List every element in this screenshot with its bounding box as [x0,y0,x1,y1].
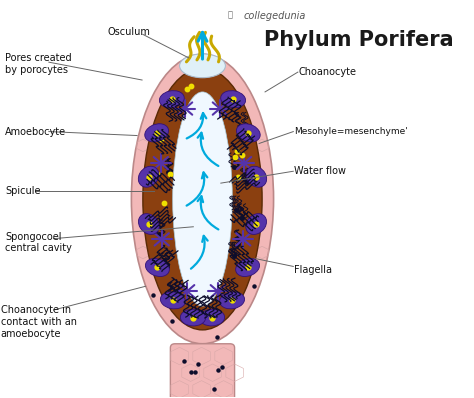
Ellipse shape [219,292,245,309]
Ellipse shape [180,54,226,78]
Text: Mesohyle=mesenchyme': Mesohyle=mesenchyme' [294,127,408,136]
Ellipse shape [236,258,260,277]
Ellipse shape [138,214,159,234]
Ellipse shape [173,92,232,306]
Ellipse shape [237,124,260,142]
Ellipse shape [160,292,185,309]
Text: Spongocoel
central cavity: Spongocoel central cavity [5,232,72,254]
Ellipse shape [145,124,169,142]
Text: Choanocyte in
contact with an
amoebocyte: Choanocyte in contact with an amoebocyte [0,305,77,339]
Ellipse shape [221,91,246,108]
Text: Flagella: Flagella [294,265,332,275]
Ellipse shape [200,309,225,326]
Ellipse shape [159,91,184,108]
Ellipse shape [246,166,267,187]
Text: Pores created
by porocytes: Pores created by porocytes [5,53,72,75]
Text: collegedunia: collegedunia [244,11,306,21]
Ellipse shape [146,258,169,277]
Text: Choanocyte: Choanocyte [299,67,357,77]
FancyBboxPatch shape [170,344,235,398]
Ellipse shape [143,68,262,330]
Text: 🎓: 🎓 [228,11,233,20]
Text: Water flow: Water flow [294,166,346,176]
Ellipse shape [181,309,206,326]
Ellipse shape [138,166,159,187]
Text: Osculum: Osculum [108,27,151,37]
Ellipse shape [131,54,273,344]
Text: Phylum Porifera: Phylum Porifera [264,30,453,51]
Ellipse shape [246,214,266,234]
Text: Spicule: Spicule [5,186,41,196]
Text: Amoebocyte: Amoebocyte [5,127,66,137]
